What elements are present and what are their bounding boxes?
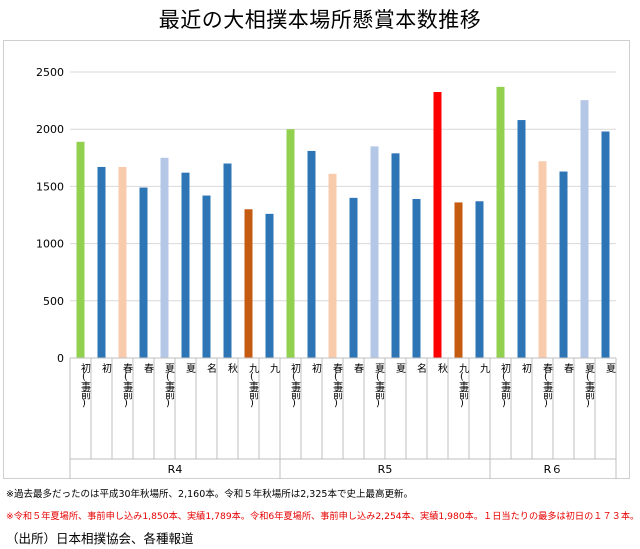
bar — [139, 187, 148, 358]
source-text: （出所）日本相撲協会、各種報道 — [6, 531, 194, 546]
category-label: 春(事前) — [541, 363, 553, 408]
category-label: 初(事前) — [79, 362, 91, 408]
bar — [475, 201, 484, 358]
category-label: 初 — [310, 362, 322, 374]
category-label: 夏(事前) — [373, 363, 385, 408]
category-label: 初 — [520, 362, 532, 374]
bar — [265, 213, 274, 358]
bar — [118, 166, 127, 358]
y-tick-label: 2000 — [36, 123, 64, 136]
bar — [433, 92, 442, 358]
footnote-record: ※過去最多だったのは平成30年秋場所、2,160本。令和５年秋場所は2,325本… — [6, 489, 413, 500]
group-label: R5 — [378, 463, 393, 476]
bar — [202, 195, 211, 358]
footnote-details: ※令和５年夏場所、事前申し込み1,850本、実績1,789本。令和6年夏場所、事… — [6, 511, 640, 522]
bar — [328, 173, 337, 358]
bar — [181, 172, 190, 358]
bar — [286, 129, 295, 358]
bar — [517, 120, 526, 358]
page-title: 最近の大相撲本場所懸賞本数推移 — [158, 8, 482, 32]
category-label: 夏 — [604, 363, 616, 373]
bar — [76, 141, 85, 358]
category-label: 名 — [205, 362, 217, 374]
category-label: 秋 — [226, 362, 238, 374]
category-label: 九(事前) — [457, 363, 469, 408]
bar — [307, 150, 316, 358]
bar — [370, 146, 379, 358]
category-label: 秋 — [436, 362, 448, 374]
group-label: R4 — [168, 463, 183, 476]
category-label: 九(事前) — [247, 363, 259, 408]
group-label: R６ — [544, 463, 563, 476]
category-label: 九 — [268, 363, 280, 373]
category-label: 夏(事前) — [163, 363, 175, 408]
bar — [580, 100, 589, 358]
category-label: 春(事前) — [331, 363, 343, 408]
y-tick-label: 2500 — [36, 66, 64, 79]
y-tick-label: 1500 — [36, 180, 64, 193]
category-label: 春 — [562, 363, 574, 374]
category-label: 初 — [100, 362, 112, 374]
chart-frame: 0 500 1000 1500 2000 2500 R4 R5 R６ 初(事前) 初春(事前) 春夏(… — [3, 40, 630, 479]
bar — [538, 161, 547, 358]
category-label: 春 — [142, 363, 154, 374]
bar — [97, 166, 106, 358]
category-label: 春 — [352, 363, 364, 374]
bar — [160, 157, 169, 358]
bar — [244, 209, 253, 358]
bar — [601, 131, 610, 358]
y-tick-label: 0 — [57, 352, 64, 365]
category-label: 春(事前) — [121, 363, 133, 408]
bar — [454, 202, 463, 358]
category-label: 夏(事前) — [583, 363, 595, 408]
y-tick-label: 500 — [43, 295, 64, 308]
category-label: 名 — [415, 362, 427, 374]
bar — [391, 153, 400, 358]
category-label: 初(事前) — [289, 362, 301, 408]
category-label: 夏 — [184, 363, 196, 373]
bar — [223, 163, 232, 358]
bar — [349, 197, 358, 358]
category-label: 初(事前) — [499, 362, 511, 408]
bar — [559, 171, 568, 358]
category-label: 夏 — [394, 363, 406, 373]
bar — [496, 86, 505, 358]
bar-chart: 05001000150020002500R4 R5 R６初(事前) 初春(事前) 春夏(… — [36, 66, 617, 479]
y-tick-label: 1000 — [36, 238, 64, 251]
bar — [412, 198, 421, 358]
category-label: 九 — [478, 363, 490, 373]
